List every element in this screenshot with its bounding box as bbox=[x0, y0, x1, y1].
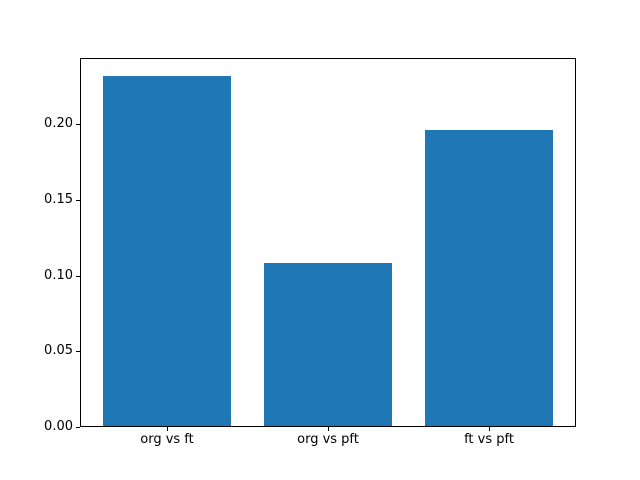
x-tick-mark bbox=[167, 427, 168, 431]
y-tick-label: 0.15 bbox=[44, 192, 73, 207]
y-tick-label: 0.00 bbox=[44, 419, 73, 434]
y-tick-label: 0.05 bbox=[44, 343, 73, 358]
bar-ft-vs-pft bbox=[424, 130, 554, 426]
y-tick-mark bbox=[76, 200, 80, 201]
bar-org-vs-ft bbox=[102, 75, 232, 426]
y-tick-label: 0.10 bbox=[44, 268, 73, 283]
y-tick-mark bbox=[76, 276, 80, 277]
y-tick-mark bbox=[76, 124, 80, 125]
y-tick-mark bbox=[76, 351, 80, 352]
x-tick-label: org vs pft bbox=[297, 432, 359, 447]
x-tick-mark bbox=[489, 427, 490, 431]
bar-org-vs-pft bbox=[263, 263, 393, 426]
x-tick-label: ft vs pft bbox=[464, 432, 514, 447]
y-tick-label: 0.20 bbox=[44, 116, 73, 131]
x-tick-mark bbox=[328, 427, 329, 431]
y-tick-mark bbox=[76, 427, 80, 428]
x-tick-label: org vs ft bbox=[140, 432, 194, 447]
